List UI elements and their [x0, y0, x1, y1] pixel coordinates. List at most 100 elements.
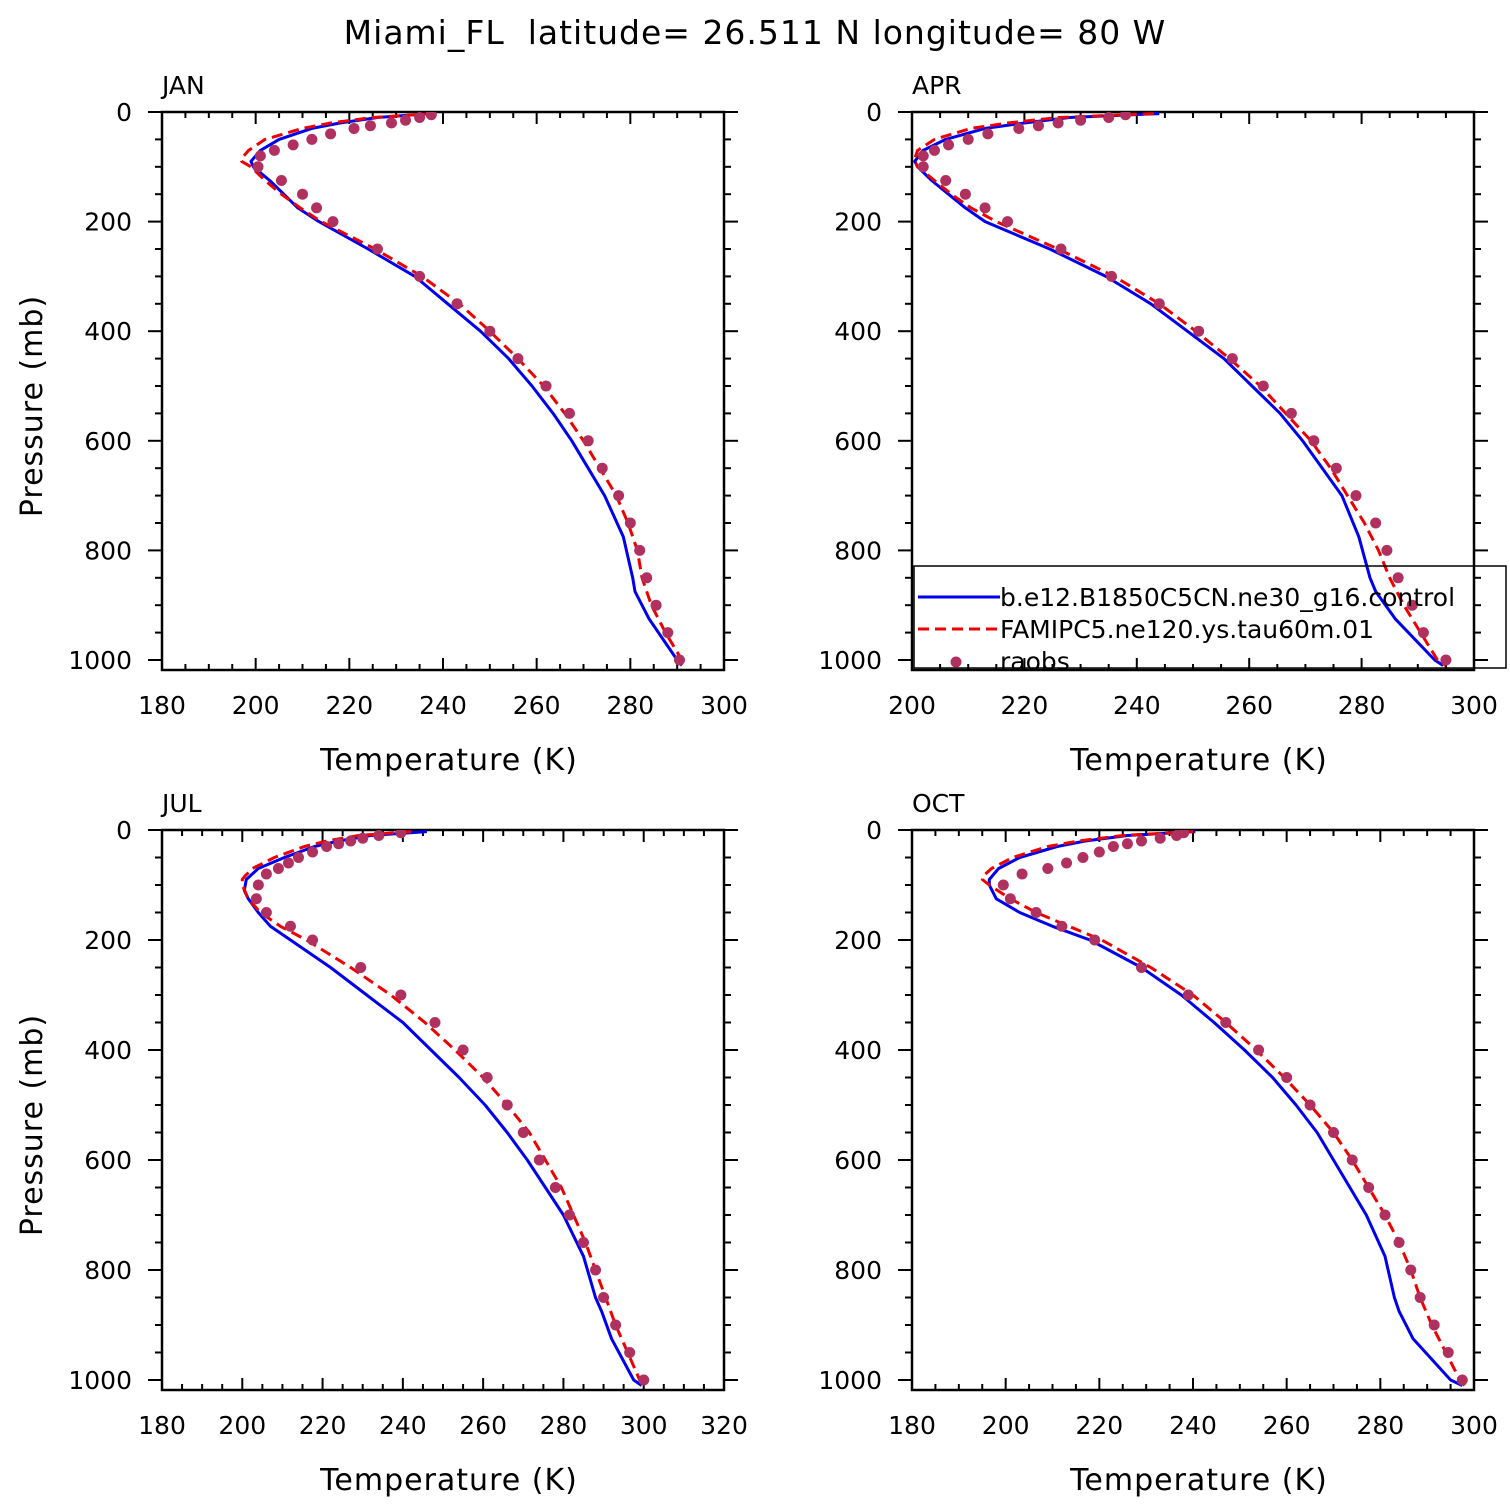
obs-point — [1032, 120, 1044, 132]
obs-point — [481, 1072, 493, 1083]
obs-point — [414, 270, 426, 282]
obs-point — [1346, 1154, 1358, 1166]
panel-oct: OCT 180 200 220 240 260 280 300 0 200 400 600 800 100… — [818, 789, 1497, 1498]
obs-point — [1103, 112, 1115, 123]
obs-point — [982, 128, 994, 140]
x-tick-label: 260 — [459, 1411, 507, 1440]
obs-point — [254, 150, 266, 162]
obs-point — [1154, 832, 1166, 844]
series-line-model1 — [242, 830, 643, 1387]
x-tick-label: 280 — [606, 691, 654, 720]
obs-point — [1350, 490, 1362, 502]
x-tick-label: 220 — [1075, 1411, 1123, 1440]
obs-point — [287, 139, 299, 151]
obs-point — [1120, 112, 1132, 121]
x-axis-title: Temperature (K) — [319, 1463, 578, 1498]
obs-point — [549, 1182, 561, 1193]
obs-point — [292, 852, 304, 863]
y-tick-label: 600 — [84, 1146, 132, 1175]
x-tick-label: 300 — [1450, 691, 1498, 720]
x-tick-label: 220 — [1001, 691, 1049, 720]
obs-point — [1285, 407, 1297, 419]
y-tick-label: 600 — [834, 1146, 882, 1175]
obs-point — [371, 243, 383, 255]
obs-point — [533, 1154, 545, 1166]
y-tick-label: 800 — [84, 1256, 132, 1285]
obs-point — [1406, 599, 1418, 611]
obs-point — [307, 934, 319, 946]
obs-point — [563, 407, 575, 419]
obs-point — [650, 599, 662, 611]
y-tick-label: 200 — [84, 926, 132, 955]
obs-point — [345, 835, 357, 847]
obs-point — [484, 325, 496, 337]
x-tick-label: 200 — [888, 691, 936, 720]
obs-point — [1052, 117, 1064, 129]
obs-point — [395, 989, 407, 1001]
x-tick-label: 200 — [218, 1411, 266, 1440]
series-line-model2 — [240, 830, 645, 1387]
x-tick-label: 180 — [888, 1411, 936, 1440]
obs-point — [540, 380, 552, 392]
panel-label: JAN — [160, 71, 205, 100]
obs-point — [1281, 1072, 1293, 1083]
legend-marker — [950, 656, 962, 668]
obs-point — [596, 462, 608, 474]
obs-point — [321, 841, 333, 852]
y-tick-label: 200 — [834, 926, 882, 955]
plot-frame — [910, 828, 1476, 1392]
obs-point — [1121, 838, 1133, 850]
obs-point — [1171, 830, 1183, 841]
obs-point — [414, 112, 426, 123]
obs-point — [1428, 1319, 1440, 1331]
x-tick-label: 200 — [232, 691, 280, 720]
obs-point — [1440, 654, 1452, 666]
series-line-model1 — [987, 830, 1463, 1387]
series-line-model1 — [249, 112, 684, 667]
obs-point — [1193, 325, 1205, 337]
obs-point — [1153, 298, 1165, 310]
obs-point — [610, 1319, 622, 1331]
obs-point — [1089, 934, 1101, 946]
y-tick-label: 600 — [834, 427, 882, 456]
obs-point — [1370, 517, 1382, 529]
obs-point — [997, 879, 1009, 891]
figure-title: Miami_FL latitude= 26.511 N longitude= 8… — [344, 13, 1167, 52]
obs-point — [613, 490, 625, 502]
obs-point — [268, 144, 280, 156]
obs-point — [1002, 216, 1014, 228]
obs-point — [940, 175, 952, 186]
obs-point — [638, 1374, 650, 1386]
legend-entry: b.e12.B1850C5CN.ne30_g16.control — [1000, 583, 1455, 612]
obs-point — [457, 1044, 469, 1056]
obs-point — [1055, 243, 1067, 255]
obs-point — [1257, 380, 1269, 392]
obs-point — [451, 298, 463, 310]
plot-frame — [160, 828, 726, 1392]
obs-point — [517, 1127, 529, 1138]
y-tick-label: 200 — [834, 208, 882, 237]
x-tick-label: 240 — [419, 691, 467, 720]
y-tick-label: 1000 — [68, 1366, 132, 1395]
obs-point — [1013, 122, 1025, 134]
x-tick-label: 300 — [700, 691, 748, 720]
x-tick-label: 220 — [325, 691, 373, 720]
obs-point — [1405, 1264, 1417, 1276]
obs-point — [1253, 1044, 1265, 1056]
series-group — [240, 830, 650, 1387]
obs-point — [252, 161, 264, 173]
obs-point — [1004, 893, 1016, 905]
obs-point — [306, 133, 318, 145]
panel-label: APR — [912, 71, 962, 100]
panel-jul: JUL 180 200 220 240 260 280 300 320 0 200 400 600 800… — [15, 789, 748, 1498]
x-axis-title: Temperature (K) — [1069, 743, 1328, 778]
x-tick-label: 180 — [138, 1411, 186, 1440]
obs-point — [260, 868, 272, 880]
legend-entry: FAMIPC5.ne120.ys.tau60m.01 — [1000, 615, 1374, 644]
obs-point — [1328, 1127, 1339, 1138]
obs-point — [1330, 462, 1342, 474]
obs-point — [1456, 1374, 1468, 1386]
x-tick-label: 280 — [540, 1411, 588, 1440]
obs-point — [333, 838, 345, 850]
